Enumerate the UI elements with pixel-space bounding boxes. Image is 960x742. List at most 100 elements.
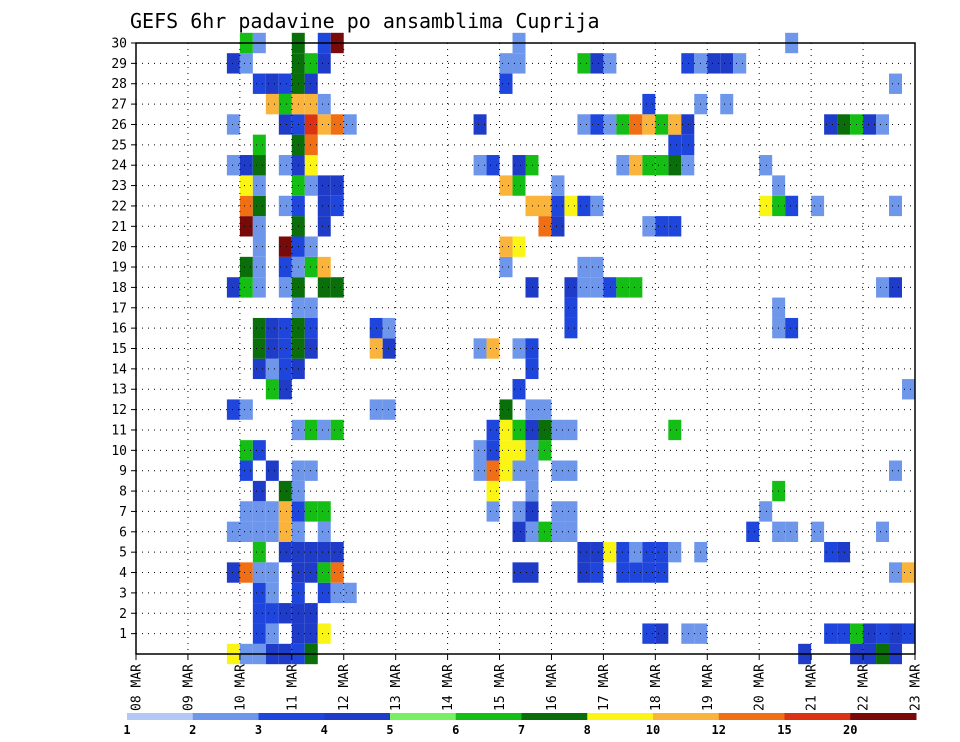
heatmap-cell	[265, 501, 279, 522]
y-tick-label: 18	[111, 281, 127, 296]
heatmap-cell	[304, 338, 318, 359]
x-tick-label: 19 MAR	[701, 664, 716, 711]
heatmap-cell	[876, 623, 890, 644]
heatmap-cell	[382, 338, 396, 359]
heatmap-cell	[577, 562, 591, 583]
heatmap-cell	[239, 501, 253, 522]
heatmap-cell	[265, 317, 279, 339]
heatmap-cell	[278, 480, 292, 502]
heatmap-cell	[642, 216, 656, 237]
heatmap-cell	[330, 419, 344, 441]
colorbar-swatch	[784, 713, 851, 720]
heatmap-cell	[499, 419, 513, 441]
heatmap-cell	[317, 521, 331, 542]
heatmap-cell	[317, 277, 331, 298]
heatmap-cell	[304, 460, 318, 481]
heatmap-cell	[239, 155, 253, 176]
heatmap-cell	[486, 155, 500, 176]
heatmap-cell	[551, 521, 565, 542]
colorbar-label: 8	[584, 723, 591, 737]
heatmap-cell	[681, 134, 695, 156]
heatmap-cell	[681, 623, 695, 644]
heatmap-cell	[304, 93, 318, 115]
heatmap-cell	[265, 521, 279, 542]
heatmap-cell	[265, 603, 279, 624]
heatmap-cell	[837, 114, 851, 135]
heatmap-cell	[265, 460, 279, 481]
heatmap-cell	[252, 256, 266, 278]
heatmap-cell	[265, 582, 279, 604]
y-tick-label: 9	[119, 464, 127, 479]
colorbar-label: 12	[712, 723, 726, 737]
heatmap-cell	[759, 195, 773, 217]
colorbar-label: 4	[321, 723, 328, 737]
heatmap-cell	[577, 114, 591, 135]
heatmap-cell	[785, 317, 799, 339]
heatmap-cell	[720, 53, 734, 74]
heatmap-cell	[252, 480, 266, 502]
x-tick-label: 21 MAR	[805, 664, 820, 711]
heatmap-cell	[681, 155, 695, 176]
y-tick-label: 7	[119, 505, 127, 520]
heatmap-cell	[252, 521, 266, 542]
heatmap-cell	[304, 501, 318, 522]
heatmap-cell	[642, 114, 656, 135]
heatmap-cell	[499, 440, 513, 461]
heatmap-cell	[265, 93, 279, 115]
heatmap-cell	[317, 562, 331, 583]
heatmap-cell	[278, 317, 292, 339]
heatmap-cell	[603, 541, 617, 563]
heatmap-cell	[239, 256, 253, 278]
heatmap-cell	[304, 236, 318, 257]
heatmap-cell	[278, 358, 292, 380]
heatmap-cell	[304, 297, 318, 318]
colorbar-swatch	[192, 713, 259, 720]
heatmap-cell	[317, 195, 331, 217]
heatmap-cell	[525, 419, 539, 441]
heatmap-cell	[226, 53, 240, 74]
heatmap-cell	[668, 419, 682, 441]
heatmap-cell	[681, 114, 695, 135]
y-tick-label: 13	[111, 383, 127, 398]
heatmap-cell	[278, 603, 292, 624]
y-tick-label: 23	[111, 179, 127, 194]
heatmap-cell	[278, 277, 292, 298]
heatmap-cell	[317, 419, 331, 441]
colorbar-swatch	[324, 713, 391, 720]
heatmap-cell	[252, 155, 266, 176]
heatmap-cell	[330, 277, 344, 298]
heatmap-cell	[304, 73, 318, 94]
colorbar-swatch	[258, 713, 325, 720]
heatmap-cell	[551, 501, 565, 522]
y-tick-label: 22	[111, 199, 127, 214]
x-tick-label: 15 MAR	[493, 664, 508, 711]
heatmap-cell	[278, 379, 292, 400]
heatmap-cell	[746, 521, 760, 542]
heatmap-cell	[876, 521, 890, 542]
colorbar-label: 7	[518, 723, 525, 737]
heatmap-cell	[512, 501, 526, 522]
heatmap-cell	[499, 399, 513, 420]
heatmap-cell	[317, 582, 331, 604]
heatmap-cell	[304, 155, 318, 176]
y-tick-label: 24	[111, 159, 127, 174]
heatmap-cell	[668, 541, 682, 563]
heatmap-cell	[876, 277, 890, 298]
heatmap-cell	[512, 53, 526, 74]
heatmap-cell	[590, 277, 604, 298]
heatmap-cell	[304, 541, 318, 563]
heatmap-cell	[499, 236, 513, 257]
heatmap-cell	[226, 399, 240, 420]
heatmap-cell	[590, 53, 604, 74]
heatmap-cell	[304, 603, 318, 624]
heatmap-cell	[512, 379, 526, 400]
heatmap-cell	[226, 277, 240, 298]
heatmap-cell	[577, 53, 591, 74]
heatmap-cell	[525, 440, 539, 461]
heatmap-cell	[252, 134, 266, 156]
heatmap-cell	[590, 256, 604, 278]
heatmap-cell	[278, 256, 292, 278]
heatmap-cell	[564, 501, 578, 522]
y-tick-label: 12	[111, 403, 127, 418]
heatmap-cell	[889, 277, 903, 298]
